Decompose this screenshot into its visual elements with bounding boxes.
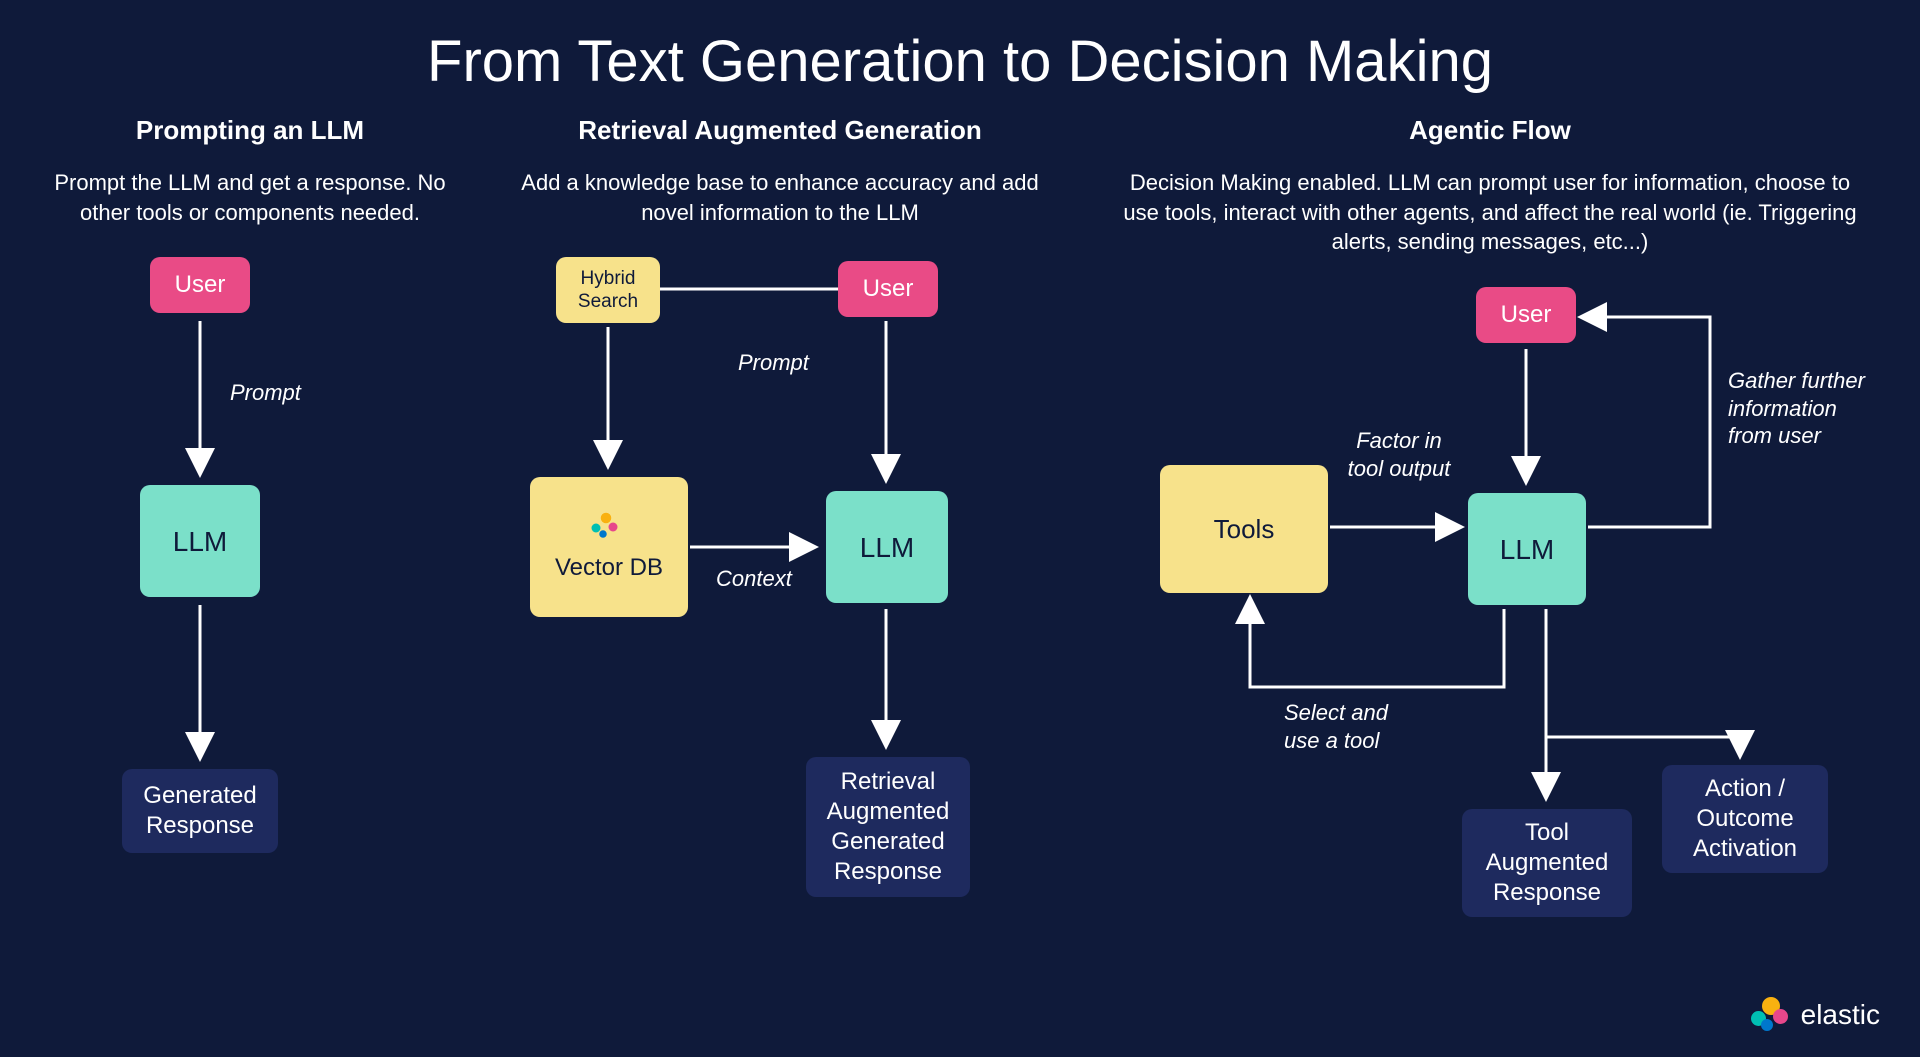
edge-factor-label: Factor in tool output [1344, 427, 1454, 482]
col3-title: Agentic Flow [1110, 115, 1870, 146]
node-user: User [838, 261, 938, 317]
node-llm: LLM [1468, 493, 1586, 605]
edge-select-label: Select and use a tool [1284, 699, 1424, 754]
col2-description: Add a knowledge base to enhance accuracy… [500, 168, 1060, 227]
node-hybrid-search: Hybrid Search [556, 257, 660, 323]
col2-diagram: Hybrid Search User Prompt Vector DB Cont… [500, 257, 1060, 937]
col1-diagram: User Prompt LLM Generated Response [50, 257, 450, 897]
node-user: User [1476, 287, 1576, 343]
columns-container: Prompting an LLM Prompt the LLM and get … [0, 95, 1920, 947]
col3-diagram: User Gather further information from use… [1110, 287, 1870, 947]
node-action: Action / Outcome Activation [1662, 765, 1828, 873]
node-user: User [150, 257, 250, 313]
col1-description: Prompt the LLM and get a response. No ot… [50, 168, 450, 227]
node-response: Generated Response [122, 769, 278, 853]
elastic-wordmark: elastic [1801, 999, 1880, 1031]
elastic-logo: elastic [1751, 997, 1880, 1033]
elastic-icon [1751, 997, 1791, 1033]
page-title: From Text Generation to Decision Making [0, 0, 1920, 95]
edge-prompt-label: Prompt [738, 349, 809, 377]
col3-description: Decision Making enabled. LLM can prompt … [1110, 168, 1870, 257]
column-rag: Retrieval Augmented Generation Add a kno… [500, 115, 1060, 947]
node-vector-db-label: Vector DB [555, 553, 663, 583]
node-llm: LLM [826, 491, 948, 603]
edge-context-label: Context [716, 565, 792, 593]
node-response: Retrieval Augmented Generated Response [806, 757, 970, 897]
column-agentic: Agentic Flow Decision Making enabled. LL… [1110, 115, 1870, 947]
col2-title: Retrieval Augmented Generation [500, 115, 1060, 146]
column-prompting: Prompting an LLM Prompt the LLM and get … [50, 115, 450, 947]
node-vector-db: Vector DB [530, 477, 688, 617]
edge-prompt-label: Prompt [230, 379, 301, 407]
edge-gather-label: Gather further information from user [1728, 367, 1878, 450]
node-llm: LLM [140, 485, 260, 597]
elastic-icon [589, 511, 629, 547]
node-response: Tool Augmented Response [1462, 809, 1632, 917]
node-tools: Tools [1160, 465, 1328, 593]
col1-title: Prompting an LLM [50, 115, 450, 146]
